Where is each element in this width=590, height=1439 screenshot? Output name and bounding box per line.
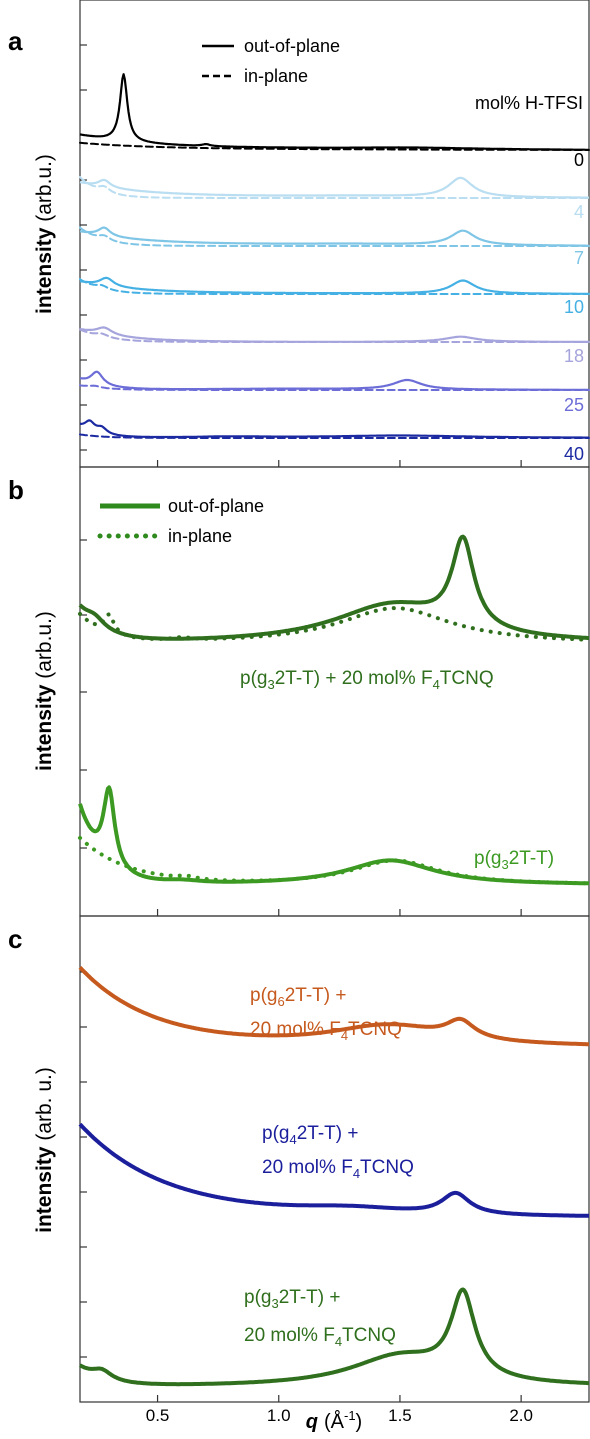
series-4-in-plane [79, 176, 590, 199]
series-25-out-of-plane [79, 370, 589, 391]
panel-b-legend: out-of-plane in-plane [97, 496, 264, 546]
x-axis-label: q (Å-1) [306, 1408, 362, 1433]
panel-b-curves [78, 534, 590, 886]
panel-a-curves [79, 73, 590, 439]
series-b0-in-plane [78, 606, 590, 642]
series-b1-out-of-plane [78, 785, 590, 886]
series-18-out-of-plane [79, 326, 589, 343]
label-c-g3-line1: p(g32T-T) + [244, 1287, 340, 1311]
x-tick-label-1: 1.0 [267, 1406, 291, 1425]
label-c-g6-line1: p(g62T-T) + [250, 985, 346, 1009]
panel-c-letter: c [8, 924, 22, 954]
panel-a-legend: out-of-plane in-plane mol% H-TFSI [202, 36, 583, 113]
series-7-in-plane [79, 226, 590, 247]
series-c0 [78, 966, 590, 1047]
panel-a-series-labels: 0 4 7 10 18 25 40 [564, 150, 584, 464]
label-c-g4-line2: 20 mol% F4TCNQ [262, 1157, 414, 1181]
series-10-out-of-plane [79, 276, 589, 295]
panel-b-yticks [80, 539, 87, 849]
series-0-out-of-plane [79, 73, 589, 151]
panel-a-ylabel: intensity (arb.u.) [33, 154, 56, 314]
panel-c-ylabel: intensity (arb. u.) [33, 1067, 56, 1233]
x-axis: 0.5 1.0 1.5 2.0 [146, 460, 533, 1425]
series-label-10: 10 [564, 297, 584, 317]
label-c-g3-line2: 20 mol% F4TCNQ [244, 1325, 396, 1349]
panel-b-letter: b [8, 475, 24, 505]
legend-in-plane: in-plane [168, 526, 232, 546]
series-label-4: 4 [574, 202, 584, 222]
series-c1 [78, 1122, 590, 1218]
label-c-g6-line2: 20 mol% F4TCNQ [250, 1019, 402, 1043]
label-c-g4-line1: p(g42T-T) + [262, 1123, 358, 1147]
legend-out-of-plane: out-of-plane [244, 36, 340, 56]
panel-b-ylabel: intensity (arb.u.) [33, 611, 56, 771]
panel-b: b intensity (arb.u.) out-of-plane in-pla… [8, 466, 590, 917]
panel-c-yticks [80, 971, 87, 1358]
panel-a-letter: a [8, 26, 23, 56]
label-b-doped: p(g32T-T) + 20 mol% F4TCNQ [240, 668, 494, 692]
panel-c-frame [79, 915, 590, 1403]
panel-a-frame [79, 0, 590, 468]
series-label-40: 40 [564, 444, 584, 464]
legend-in-plane: in-plane [244, 66, 308, 86]
panel-c: c intensity (arb. u.) p(g62T-T) + 20 mol… [8, 915, 590, 1403]
series-label-0: 0 [574, 150, 584, 170]
x-tick-label-3: 2.0 [509, 1406, 533, 1425]
series-c2 [78, 1287, 590, 1387]
legend-title: mol% H-TFSI [475, 93, 583, 113]
series-40-out-of-plane [79, 419, 589, 439]
legend-out-of-plane: out-of-plane [168, 496, 264, 516]
series-label-7: 7 [574, 248, 584, 268]
x-tick-label-0: 0.5 [146, 1406, 170, 1425]
panel-a: a intensity (arb.u.) out-of-plane in-pla… [8, 0, 590, 468]
series-label-18: 18 [564, 346, 584, 366]
label-b-pristine: p(g32T-T) [474, 848, 554, 872]
panel-c-curves [78, 966, 590, 1387]
panel-a-yticks [80, 44, 87, 451]
series-7-out-of-plane [79, 226, 589, 247]
series-b0-out-of-plane [78, 534, 590, 641]
x-tick-label-2: 1.5 [388, 1406, 412, 1425]
series-label-25: 25 [564, 395, 584, 415]
series-4-out-of-plane [79, 176, 589, 199]
